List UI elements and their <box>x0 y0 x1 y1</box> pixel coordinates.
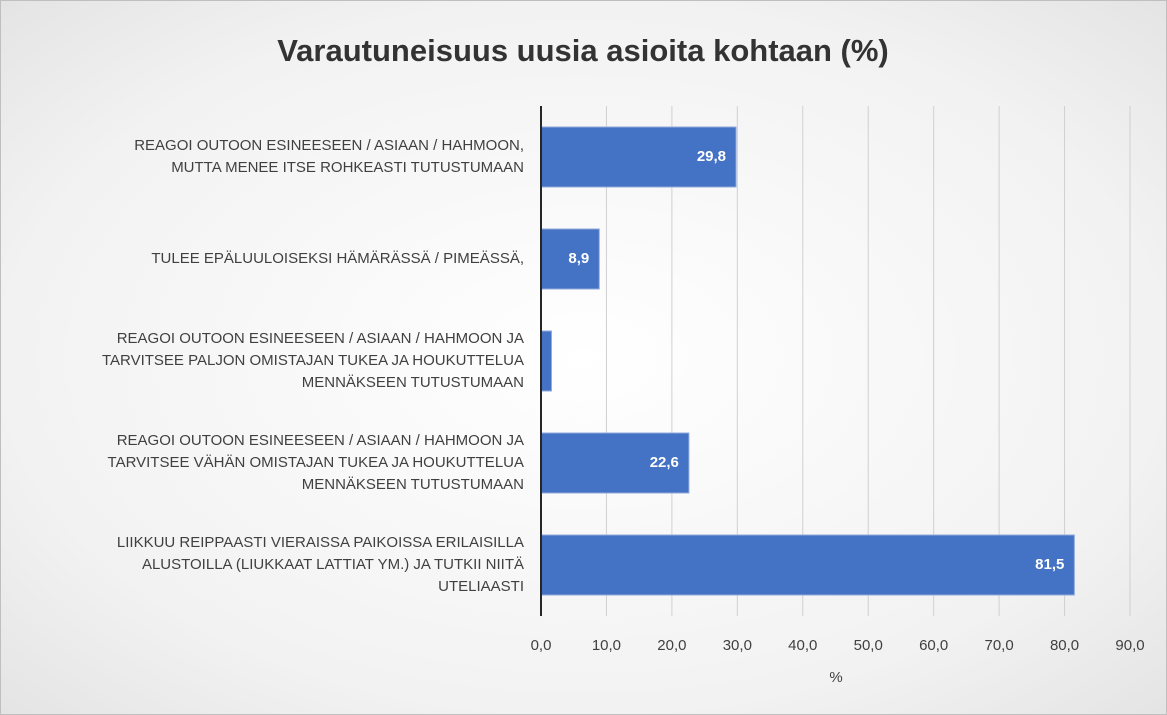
x-tick-label: 90,0 <box>1115 637 1144 654</box>
y-tick-label: TULEE EPÄLUULOISEKSI HÄMÄRÄSSÄ / PIMEÄSS… <box>151 250 524 267</box>
value-label: 81,5 <box>1035 556 1064 573</box>
y-tick-label: REAGOI OUTOON ESINEESEEN / ASIAAN / HAHM… <box>134 137 524 176</box>
x-tick-label: 70,0 <box>985 637 1014 654</box>
x-tick-label: 80,0 <box>1050 637 1079 654</box>
value-label: 29,8 <box>697 148 726 165</box>
x-tick-label: 20,0 <box>657 637 686 654</box>
value-label: 1,6 <box>557 352 578 369</box>
x-tick-label: 50,0 <box>854 637 883 654</box>
value-label: 22,6 <box>650 454 679 471</box>
bar <box>540 432 690 494</box>
value-label: 8,9 <box>568 250 589 267</box>
y-tick-label: LIIKKUU REIPPAASTI VIERAISSA PAIKOISSA E… <box>116 534 524 595</box>
x-axis-label: % <box>829 669 842 686</box>
x-tick-label: 30,0 <box>723 637 752 654</box>
bar <box>540 330 552 392</box>
chart-title: Varautuneisuus uusia asioita kohtaan (%) <box>277 33 889 68</box>
x-tick-label: 40,0 <box>788 637 817 654</box>
y-tick-label: REAGOI OUTOON ESINEESEEN / ASIAAN / HAHM… <box>101 330 524 391</box>
x-tick-label: 0,0 <box>531 637 552 654</box>
bar <box>540 126 737 188</box>
y-tick-label: REAGOI OUTOON ESINEESEEN / ASIAAN / HAHM… <box>107 432 524 493</box>
x-tick-label: 10,0 <box>592 637 621 654</box>
bar <box>540 534 1075 596</box>
x-tick-label: 60,0 <box>919 637 948 654</box>
bar <box>540 228 600 290</box>
